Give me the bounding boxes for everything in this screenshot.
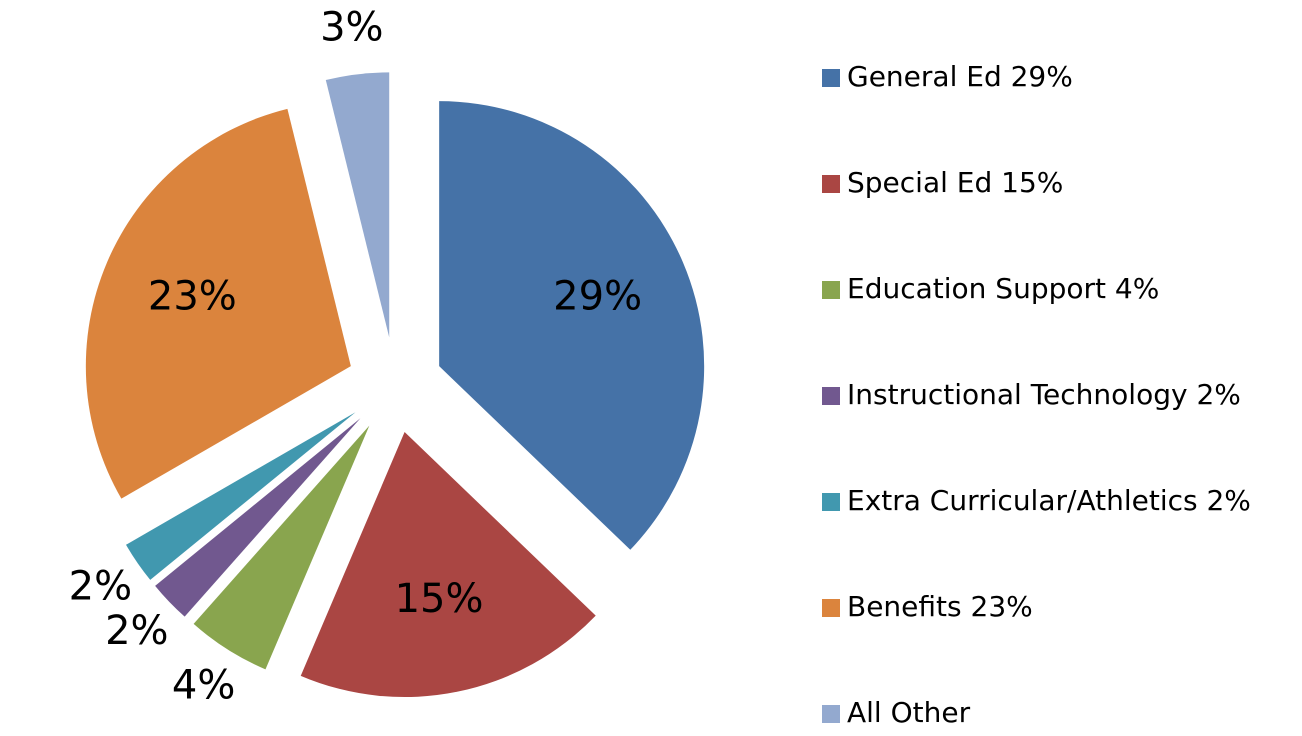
legend-swatch bbox=[822, 599, 840, 617]
pie-slice bbox=[439, 101, 705, 550]
data-label: 4% bbox=[172, 663, 235, 709]
data-label: 2% bbox=[69, 563, 132, 609]
pie-slice bbox=[126, 412, 356, 580]
legend-swatch bbox=[822, 175, 840, 193]
pie-slice bbox=[300, 432, 596, 698]
data-label: 15% bbox=[395, 576, 484, 622]
legend-label: All Other bbox=[847, 696, 971, 729]
legend-label: Education Support 4% bbox=[847, 272, 1159, 305]
data-label: 2% bbox=[105, 608, 168, 654]
legend-swatch bbox=[822, 281, 840, 299]
data-label: 3% bbox=[320, 5, 383, 51]
legend-swatch bbox=[822, 493, 840, 511]
legend-swatch bbox=[822, 705, 840, 723]
pie-slice bbox=[85, 108, 351, 499]
data-label: 29% bbox=[553, 274, 642, 320]
pie-slice bbox=[325, 72, 390, 338]
data-label: 23% bbox=[148, 274, 237, 320]
pie-slice bbox=[193, 425, 370, 670]
legend-label: Special Ed 15% bbox=[847, 166, 1063, 199]
legend-swatch bbox=[822, 69, 840, 87]
legend-label: Instructional Technology 2% bbox=[847, 378, 1241, 411]
legend-label: Benefits 23% bbox=[847, 590, 1033, 623]
legend-swatch bbox=[822, 387, 840, 405]
pie-slice bbox=[155, 418, 361, 617]
legend-label: Extra Curricular/Athletics 2% bbox=[847, 484, 1251, 517]
legend-label: General Ed 29% bbox=[847, 60, 1073, 93]
